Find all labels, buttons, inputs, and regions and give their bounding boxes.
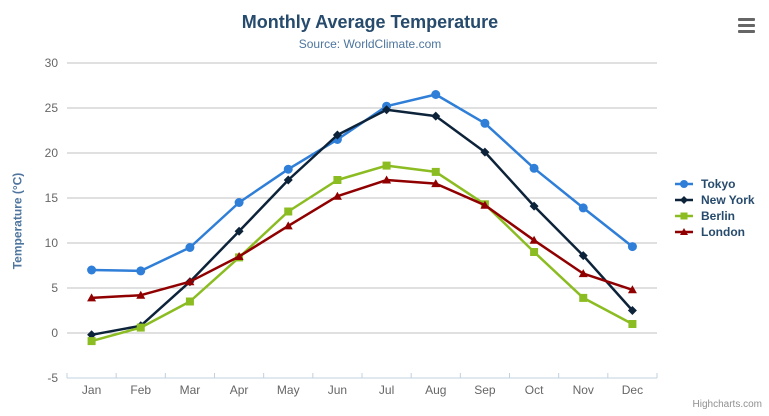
legend-label: New York xyxy=(701,193,755,207)
context-menu-button[interactable] xyxy=(735,14,759,36)
y-axis-label: 10 xyxy=(45,236,59,250)
x-axis-label: May xyxy=(277,383,300,397)
data-point-marker-diamond[interactable] xyxy=(431,111,441,121)
credits-link[interactable]: Highcharts.com xyxy=(692,399,762,410)
legend-item-new-york[interactable]: New York xyxy=(674,192,755,208)
legend: Tokyo New York Berlin London xyxy=(674,176,755,240)
data-point-marker-diamond[interactable] xyxy=(480,147,490,157)
y-axis-label: 30 xyxy=(45,56,59,70)
data-point-marker-circle[interactable] xyxy=(680,180,688,188)
data-point-marker-diamond[interactable] xyxy=(529,201,539,211)
x-axis-label: Sep xyxy=(474,383,496,397)
data-point-marker-diamond[interactable] xyxy=(627,306,637,315)
hamburger-icon xyxy=(738,17,756,33)
chart-subtitle: Source: WorldClimate.com xyxy=(298,37,442,51)
y-axis-label: 25 xyxy=(45,101,59,115)
data-point-marker-diamond[interactable] xyxy=(87,330,97,340)
data-point-marker-diamond[interactable] xyxy=(283,175,293,185)
data-point-marker-diamond[interactable] xyxy=(332,130,342,140)
data-point-marker-square[interactable] xyxy=(579,293,588,302)
series-tokyo xyxy=(87,90,637,276)
series-line-berlin xyxy=(90,164,634,343)
data-point-marker-circle[interactable] xyxy=(283,164,293,174)
data-point-marker-diamond[interactable] xyxy=(578,251,588,261)
data-point-marker-triangle[interactable] xyxy=(431,179,441,188)
data-point-marker-square[interactable] xyxy=(333,176,342,184)
x-axis-label: Nov xyxy=(573,383,594,397)
data-point-marker-triangle[interactable] xyxy=(382,175,392,184)
x-axis-label: Oct xyxy=(525,383,544,397)
data-point-marker-square[interactable] xyxy=(680,212,688,220)
data-point-marker-square[interactable] xyxy=(185,297,194,306)
data-point-marker-square[interactable] xyxy=(431,167,440,176)
data-point-marker-diamond[interactable] xyxy=(382,105,392,115)
data-point-marker-circle[interactable] xyxy=(529,163,539,173)
legend-label: Berlin xyxy=(701,209,736,223)
data-point-marker-circle[interactable] xyxy=(431,90,441,99)
legend-marker-triangle-icon xyxy=(675,228,693,235)
data-point-marker-circle[interactable] xyxy=(87,265,97,275)
legend-marker-circle-icon xyxy=(675,180,693,188)
x-axis-label: Aug xyxy=(425,383,446,397)
data-point-marker-triangle[interactable] xyxy=(627,285,637,294)
x-axis-label: Apr xyxy=(230,383,249,397)
legend-item-tokyo[interactable]: Tokyo xyxy=(674,176,755,192)
legend-marker-diamond-icon xyxy=(675,196,693,204)
y-axis-label: 15 xyxy=(45,191,59,205)
data-point-marker-triangle[interactable] xyxy=(529,235,539,244)
data-point-marker-circle[interactable] xyxy=(136,266,146,276)
data-point-marker-square[interactable] xyxy=(87,337,96,346)
legend-label: London xyxy=(701,225,745,239)
series-london xyxy=(87,175,637,302)
data-point-marker-square[interactable] xyxy=(284,207,293,216)
series-line-london xyxy=(90,178,634,300)
legend-marker-square-icon xyxy=(675,212,693,220)
y-axis-label: -5 xyxy=(47,371,58,385)
data-point-marker-circle[interactable] xyxy=(627,242,637,252)
chart-title: Monthly Average Temperature xyxy=(241,12,499,32)
data-point-marker-triangle[interactable] xyxy=(480,200,490,209)
series-line-tokyo xyxy=(90,93,634,273)
legend-item-london[interactable]: London xyxy=(674,224,755,240)
data-point-marker-triangle[interactable] xyxy=(578,269,588,278)
data-point-marker-triangle[interactable] xyxy=(136,290,146,299)
data-point-marker-circle[interactable] xyxy=(578,203,588,213)
data-point-marker-triangle[interactable] xyxy=(87,293,97,302)
data-point-marker-triangle[interactable] xyxy=(185,277,195,286)
x-axis-label: Feb xyxy=(130,383,151,397)
y-axis-label: 5 xyxy=(51,281,58,295)
data-point-marker-diamond[interactable] xyxy=(680,196,688,204)
series-new-york xyxy=(87,105,637,340)
data-point-marker-triangle[interactable] xyxy=(680,228,688,235)
data-point-marker-triangle[interactable] xyxy=(234,252,244,260)
data-point-marker-square[interactable] xyxy=(382,161,391,170)
x-axis-label: Jan xyxy=(82,383,101,397)
x-axis-label: Mar xyxy=(180,383,201,397)
data-point-marker-circle[interactable] xyxy=(480,118,490,128)
data-point-marker-square[interactable] xyxy=(136,323,145,332)
data-point-marker-circle[interactable] xyxy=(185,243,195,252)
data-point-marker-diamond[interactable] xyxy=(234,226,244,236)
y-axis-label: 20 xyxy=(45,146,59,160)
x-axis-label: Dec xyxy=(622,383,643,397)
x-axis-label: Jun xyxy=(328,383,347,397)
x-axis-label: Jul xyxy=(379,383,394,397)
data-point-marker-triangle[interactable] xyxy=(283,221,293,230)
y-axis-label: 0 xyxy=(51,326,58,340)
legend-item-berlin[interactable]: Berlin xyxy=(674,208,755,224)
data-point-marker-square[interactable] xyxy=(530,248,539,256)
data-point-marker-triangle[interactable] xyxy=(332,191,342,200)
series-line-new-york xyxy=(90,108,634,337)
data-point-marker-circle[interactable] xyxy=(234,198,244,207)
legend-label: Tokyo xyxy=(701,177,736,191)
data-point-marker-square[interactable] xyxy=(628,320,637,328)
